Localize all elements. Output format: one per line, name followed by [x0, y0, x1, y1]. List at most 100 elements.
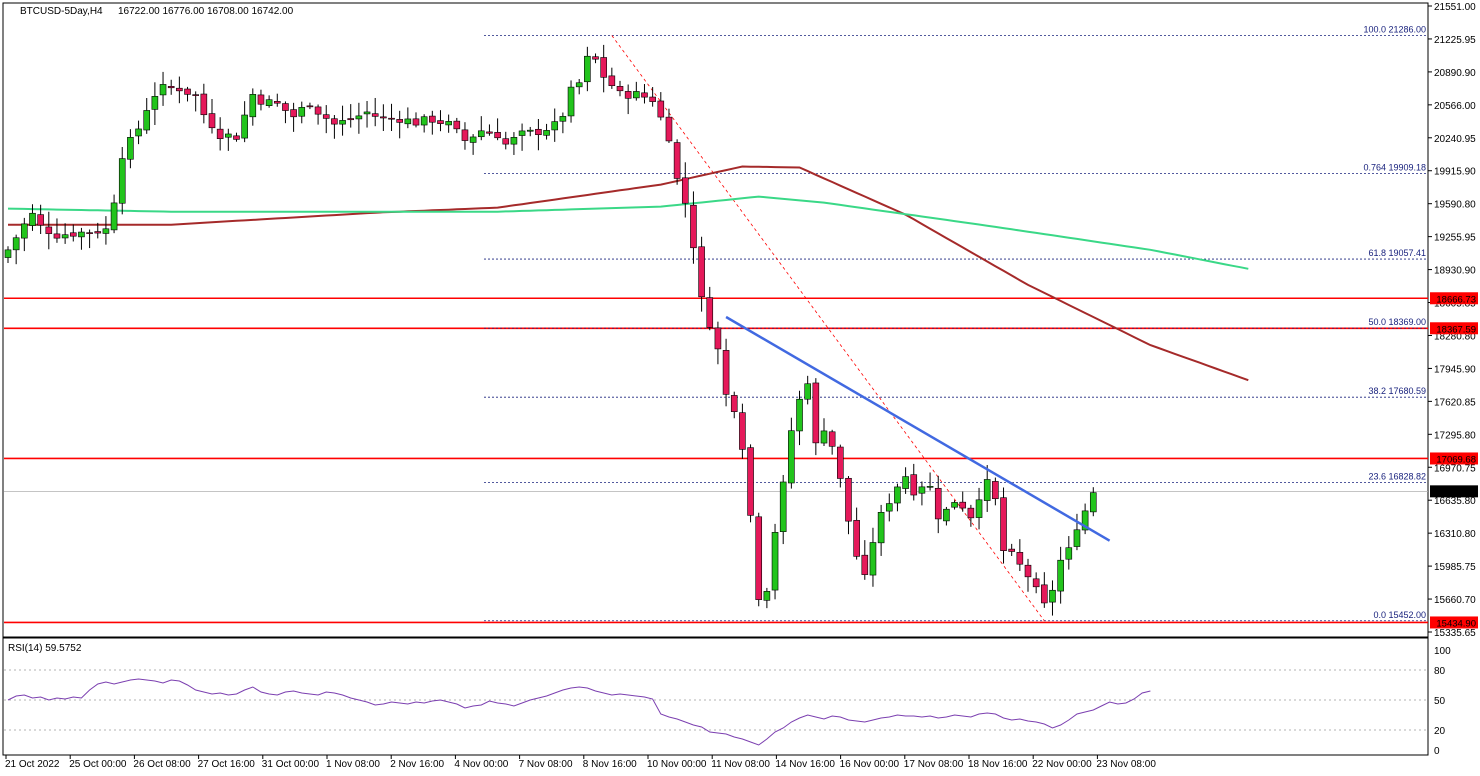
candle: [1065, 536, 1073, 570]
rsi-line: [7, 678, 1151, 746]
candle-body: [975, 499, 983, 518]
time-tick-label: 18 Nov 16:00: [968, 759, 1028, 770]
candle: [584, 46, 591, 92]
candle: [788, 417, 795, 489]
candle-body: [461, 129, 469, 141]
time-tick-label: 26 Oct 08:00: [133, 759, 191, 770]
candle: [918, 481, 926, 506]
fib-level-label: 100.0 21286.00: [1363, 24, 1426, 34]
candle-body: [877, 512, 885, 544]
candle-body: [657, 100, 665, 118]
candle: [200, 83, 208, 124]
candle-body: [755, 516, 763, 600]
candle-body: [241, 114, 248, 139]
candle: [306, 102, 314, 110]
candle-body: [159, 84, 167, 96]
time-tick-label: 31 Oct 00:00: [262, 759, 320, 770]
candle: [86, 229, 93, 249]
candle: [1024, 558, 1032, 592]
candle: [624, 84, 632, 115]
candle: [967, 504, 975, 527]
candle-body: [951, 502, 958, 508]
candle-body: [543, 130, 550, 136]
candle: [567, 80, 575, 123]
time-tick-label: 17 Nov 08:00: [904, 759, 964, 770]
candle: [1057, 546, 1064, 604]
candle: [437, 110, 444, 132]
time-tick-label: 25 Oct 00:00: [69, 759, 127, 770]
candle: [885, 493, 893, 522]
candle-body: [616, 86, 624, 92]
price-tick-label: 21225.95: [1434, 35, 1476, 46]
price-tick-label: 19590.80: [1434, 200, 1476, 211]
candle: [339, 105, 346, 136]
candle-body: [608, 75, 616, 87]
fib-level-label: 0.0 15452.00: [1373, 610, 1426, 620]
candle: [641, 84, 648, 104]
price-panel-frame: [2, 2, 1429, 638]
candle-body: [681, 177, 689, 204]
candle: [616, 80, 624, 97]
candle-body: [273, 101, 281, 104]
candle-body: [820, 430, 828, 444]
candle: [543, 123, 550, 140]
candle: [461, 122, 469, 150]
candle-body: [29, 212, 36, 226]
price-tick-label: 20890.90: [1434, 68, 1476, 79]
candle-body: [298, 107, 306, 117]
candle-body: [918, 486, 926, 494]
candle-body: [396, 119, 403, 123]
candle-body: [445, 121, 452, 126]
candle-body: [1024, 564, 1032, 578]
candle: [747, 444, 754, 523]
candle-body: [363, 111, 371, 115]
candle: [371, 97, 379, 127]
candle: [110, 194, 118, 234]
candle-body: [208, 113, 216, 129]
candle-body: [118, 158, 126, 204]
candle-body: [828, 431, 836, 447]
candle-body: [592, 56, 599, 60]
candle: [714, 321, 722, 365]
candle-body: [135, 128, 142, 137]
price-tick-label: 15985.75: [1434, 562, 1476, 573]
candle-body: [559, 116, 567, 122]
candle: [102, 216, 110, 245]
moving-average-red: [8, 165, 1249, 382]
fib-level-label: 50.0 18369.00: [1368, 317, 1426, 327]
candle-body: [910, 474, 918, 496]
time-tick-label: 4 Nov 00:00: [454, 759, 508, 770]
candle: [877, 504, 885, 556]
price-tick-label: 21551.00: [1434, 2, 1476, 13]
candle: [167, 79, 175, 95]
candle-body: [380, 116, 387, 119]
candle-body: [1065, 547, 1073, 560]
level-price-tag: 15434.90: [1436, 618, 1476, 629]
candle-body: [796, 398, 803, 432]
candle: [159, 71, 167, 106]
candle-body: [600, 57, 607, 78]
candle: [739, 403, 746, 459]
candle-body: [306, 105, 314, 108]
candle-body: [110, 202, 118, 231]
candle-body: [747, 447, 754, 516]
candle-body: [526, 129, 534, 132]
candle-body: [575, 82, 583, 88]
candle-body: [837, 446, 844, 479]
candle-body: [282, 103, 289, 111]
candle-body: [290, 109, 297, 118]
candle: [649, 87, 656, 107]
candle: [828, 429, 836, 455]
candle-body: [314, 106, 322, 115]
price-tick-label: 20566.00: [1434, 101, 1476, 112]
candle: [4, 246, 12, 263]
candle-body: [633, 91, 640, 99]
rsi-tick-label: 50: [1434, 696, 1446, 707]
candle-body: [61, 234, 69, 239]
candle: [477, 116, 485, 141]
candle-body: [45, 226, 53, 234]
candle-body: [853, 520, 860, 557]
time-tick-label: 21 Oct 2022: [5, 759, 60, 770]
rsi-tick-label: 20: [1434, 726, 1446, 737]
candle-body: [722, 350, 730, 395]
